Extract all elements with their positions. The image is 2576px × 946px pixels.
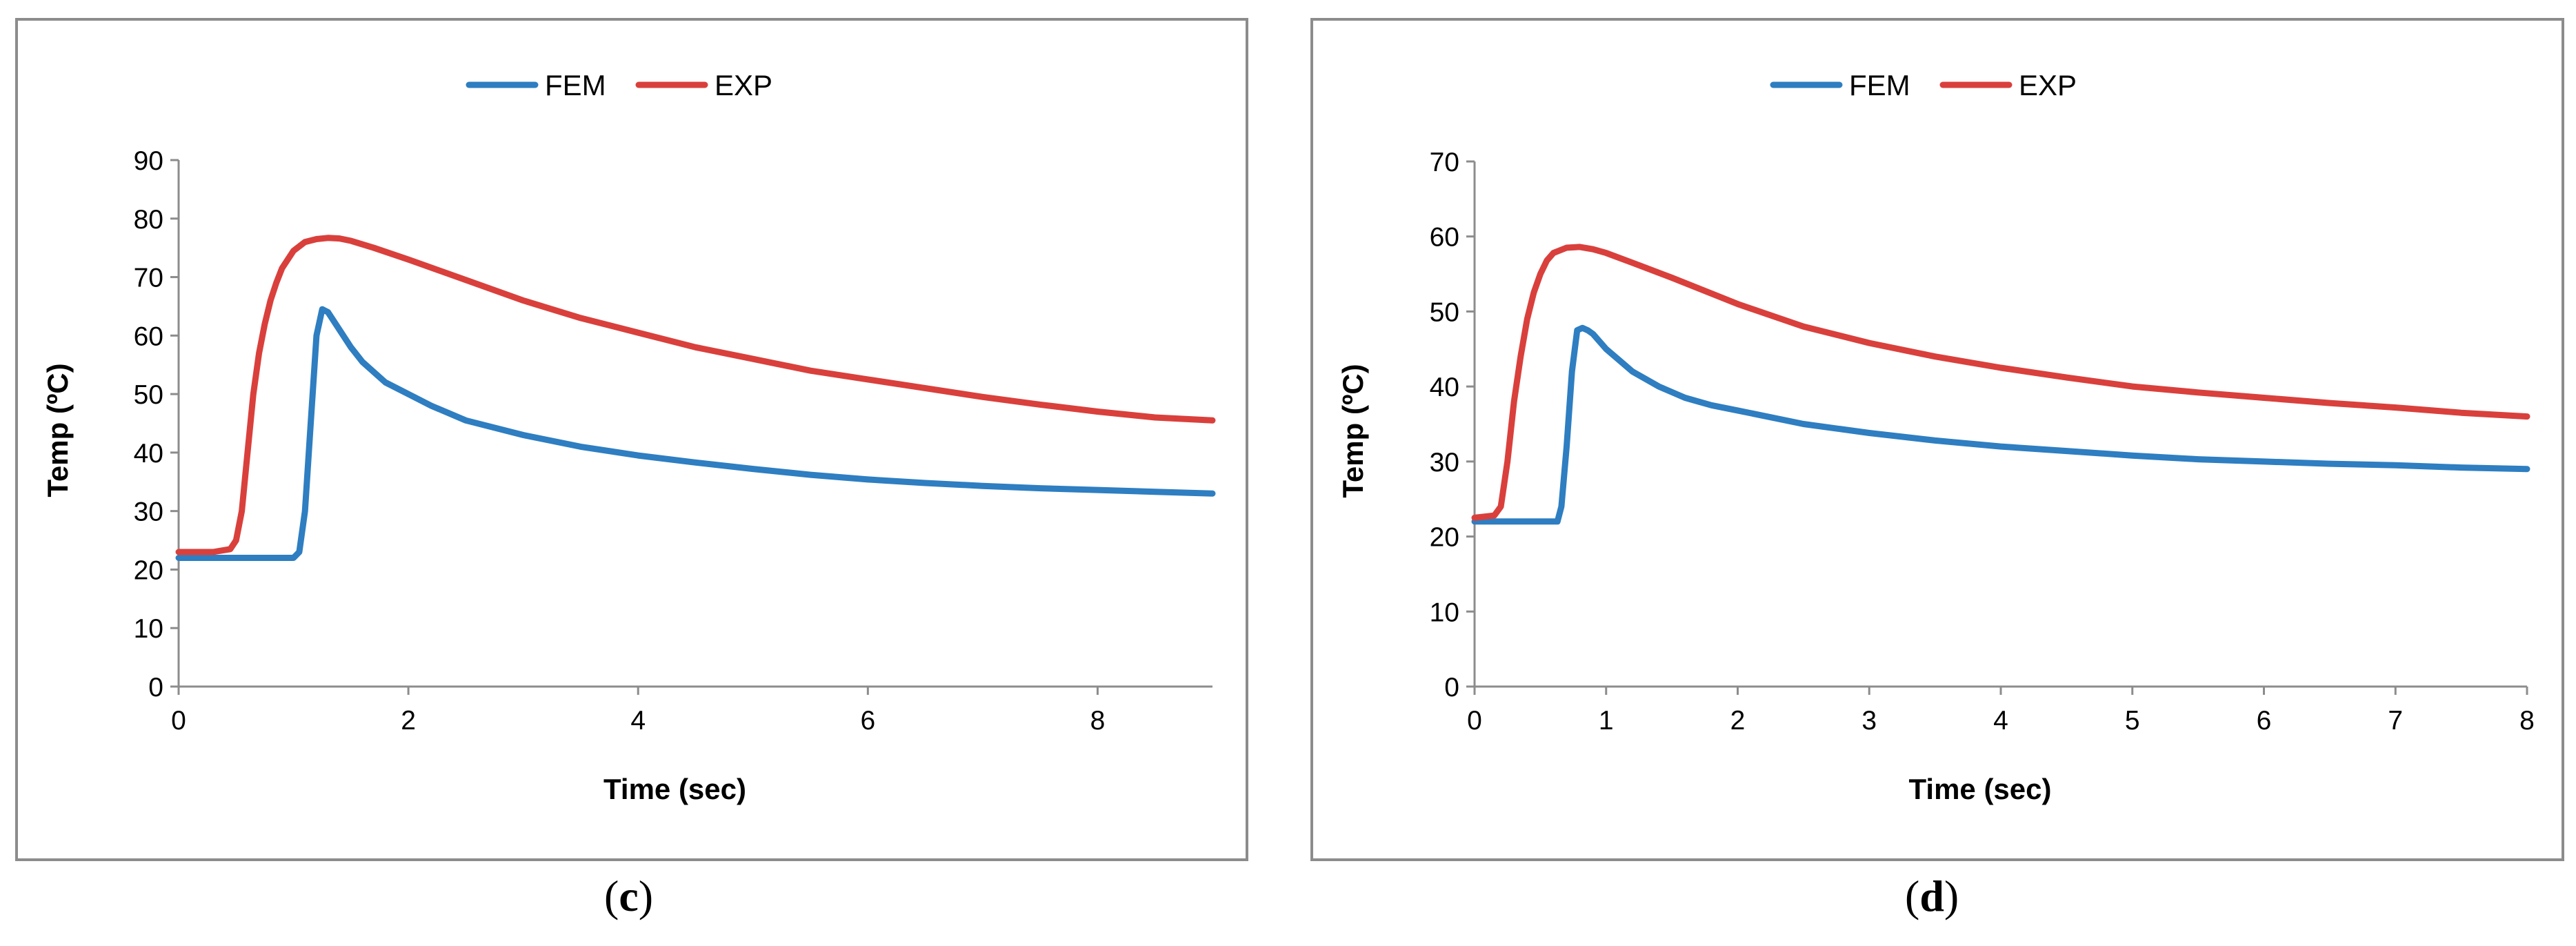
y-tick-label: 70 <box>1430 148 1459 177</box>
y-tick-label: 20 <box>134 555 163 585</box>
y-tick-label: 40 <box>1430 373 1459 402</box>
y-tick-label: 30 <box>1430 448 1459 477</box>
caption-c: (c) <box>604 871 654 920</box>
x-tick-label: 8 <box>1090 706 1106 736</box>
x-tick-label: 6 <box>860 706 875 736</box>
y-axis-title: Temp (ºC) <box>41 363 74 497</box>
x-axis-title: Time (sec) <box>1909 773 2052 805</box>
x-tick-label: 2 <box>1730 706 1746 736</box>
x-tick-label: 3 <box>1861 706 1877 736</box>
y-tick-label: 90 <box>134 146 163 176</box>
x-axis-title: Time (sec) <box>603 773 746 805</box>
legend-label-exp: EXP <box>2019 69 2077 101</box>
series-line-fem <box>175 306 1216 561</box>
y-axis-title: Temp (ºC) <box>1337 364 1369 497</box>
series-line-exp <box>175 235 1216 555</box>
series-line-exp <box>1471 244 2530 521</box>
x-tick-label: 2 <box>401 706 416 736</box>
x-tick-label: 4 <box>1993 706 2008 736</box>
chart-panel-c: 0 10 20 30 40 50 60 70 80 90 0 2 4 6 8 Time (sec) Temp (… <box>15 18 1248 861</box>
y-tick-label: 0 <box>148 673 163 702</box>
y-tick-label: 50 <box>1430 297 1459 327</box>
x-tick-label: 0 <box>171 706 186 736</box>
chart-panel-d: 0 10 20 30 40 50 60 70 0 1 2 3 4 5 6 7 8 Time (sec) Temp (… <box>1310 18 2564 861</box>
legend-label-exp: EXP <box>715 69 772 101</box>
x-tick-label: 8 <box>2519 706 2535 736</box>
y-tick-label: 30 <box>134 497 163 527</box>
legend-label-fem: FEM <box>1849 69 1910 101</box>
y-tick-label: 60 <box>1430 223 1459 253</box>
x-tick-label: 7 <box>2388 706 2403 736</box>
x-tick-label: 4 <box>630 706 646 736</box>
y-tick-label: 50 <box>134 380 163 410</box>
y-tick-label: 10 <box>134 614 163 644</box>
y-tick-label: 0 <box>1444 673 1459 702</box>
y-tick-label: 10 <box>1430 598 1459 627</box>
y-tick-label: 40 <box>134 439 163 469</box>
y-tick-label: 60 <box>134 322 163 351</box>
caption-d: (d) <box>1905 871 1959 920</box>
x-tick-label: 1 <box>1599 706 1614 736</box>
y-tick-label: 80 <box>134 205 163 235</box>
chart-d-plot: 0 10 20 30 40 50 60 70 0 1 2 3 4 5 6 7 8 Time (sec) Temp (… <box>1337 69 2535 805</box>
y-tick-label: 20 <box>1430 523 1459 553</box>
legend-label-fem: FEM <box>545 69 606 101</box>
y-tick-label: 70 <box>134 264 163 293</box>
chart-c-plot: 0 10 20 30 40 50 60 70 80 90 0 2 4 6 8 Time (sec) Temp (… <box>41 69 1216 805</box>
x-tick-label: 5 <box>2125 706 2140 736</box>
x-tick-label: 0 <box>1467 706 1482 736</box>
series-line-fem <box>1471 324 2530 525</box>
x-tick-label: 6 <box>2257 706 2272 736</box>
